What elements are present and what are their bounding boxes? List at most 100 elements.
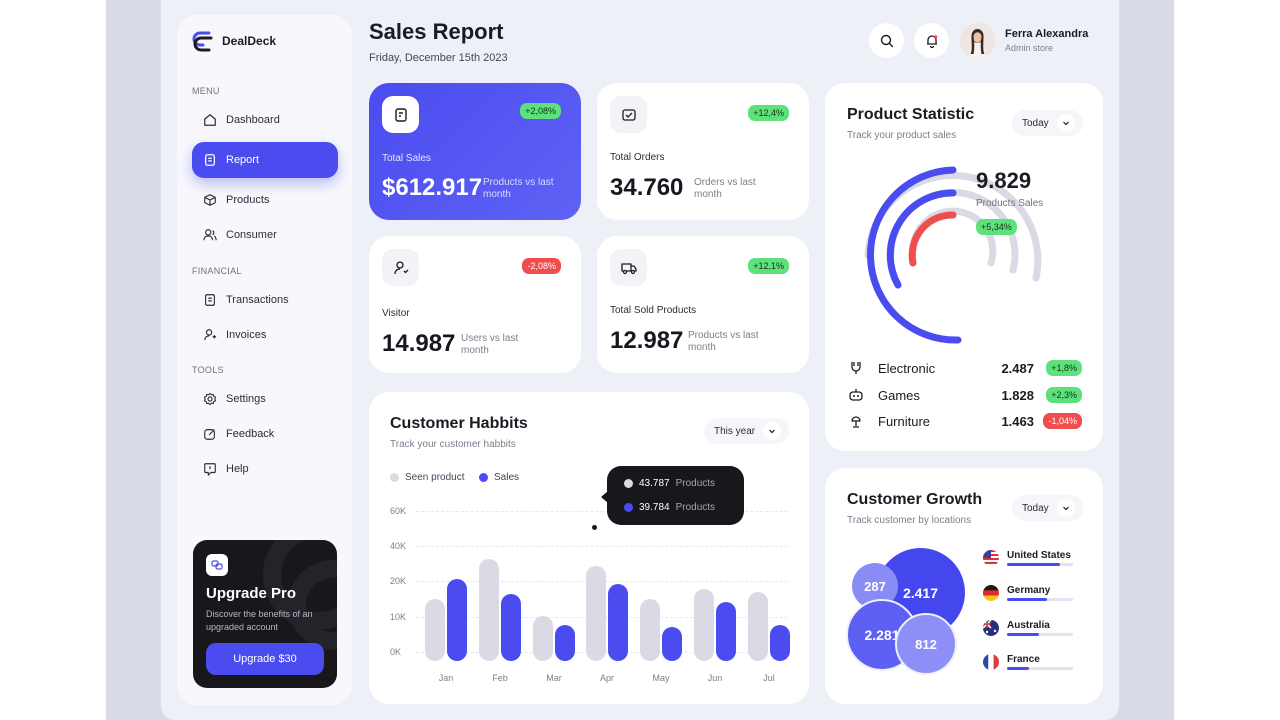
sidebar-item-label: Dashboard (226, 114, 280, 126)
financial-section-label: FINANCIAL (192, 266, 242, 276)
product-badge: -1,04% (1043, 413, 1082, 429)
edit-icon (204, 429, 215, 440)
x-tick-label: Mar (546, 673, 562, 683)
product-value: 1.463 (1001, 413, 1034, 429)
logo[interactable]: DealDeck (192, 30, 276, 52)
product-row-games[interactable]: Games 1.828 +2,3% (848, 385, 1084, 405)
germany-flag-icon (983, 585, 999, 601)
product-row-electronic[interactable]: Electronic 2.487 +1,8% (848, 358, 1084, 378)
legend-dot (390, 473, 399, 482)
stat-label: Total Sales (382, 153, 431, 164)
country-name: United States (1007, 550, 1071, 561)
y-tick-label: 20K (390, 576, 407, 586)
bar-jun-sales[interactable] (716, 602, 736, 661)
product-stat-title: Product Statistic (847, 106, 975, 123)
stat-value: 34.760 (610, 174, 684, 201)
dealdeck-logo-icon (192, 31, 213, 52)
user-name: Ferra Alexandra (1005, 28, 1089, 40)
product-name: Electronic (878, 360, 936, 376)
dropdown-value: Today (1022, 117, 1049, 129)
bar-jan-seen-product[interactable] (425, 598, 445, 661)
sidebar-item-consumer[interactable]: Consumer (192, 217, 338, 253)
sidebar-item-help[interactable]: Help (192, 451, 338, 487)
bar-jun-seen-product[interactable] (694, 588, 714, 661)
sidebar: DealDeck MENU Dashboard Report Products … (177, 15, 352, 705)
x-tick-label: Jan (438, 673, 454, 683)
tools-section-label: TOOLS (192, 365, 224, 375)
users-icon (203, 229, 217, 241)
dropdown-value: Today (1022, 502, 1049, 514)
sidebar-item-feedback[interactable]: Feedback (192, 416, 338, 452)
chevron-down-icon (1056, 114, 1075, 132)
stat-card-total-sales[interactable]: +2,08% Total Sales $612.917 Products vs … (369, 83, 581, 220)
bar-mar-sales[interactable] (555, 624, 575, 661)
stat-badge: -2,08% (522, 258, 561, 274)
product-total-label: Products Sales (976, 198, 1044, 209)
bar-apr-seen-product[interactable] (586, 566, 606, 661)
country-fill (1007, 563, 1060, 566)
dropdown-value: This year (714, 425, 756, 437)
product-name: Furniture (878, 413, 931, 429)
sidebar-item-report[interactable]: Report (192, 142, 338, 178)
product-row-furniture[interactable]: Furniture 1.463 -1,04% (848, 411, 1084, 431)
help-icon (204, 463, 216, 476)
bar-may-seen-product[interactable] (640, 598, 660, 661)
chart-tooltip: 43.787 Products 39.784 Products (601, 466, 744, 525)
orders-icon (610, 96, 647, 133)
growth-subtitle: Track customer by locations (847, 515, 972, 526)
sidebar-item-invoices[interactable]: Invoices (192, 317, 338, 353)
habbits-title: Customer Habbits (390, 415, 528, 432)
bar-apr-sales[interactable] (608, 583, 628, 661)
legend-label: Sales (494, 472, 520, 483)
gamepad-icon (849, 389, 863, 401)
habbits-period-dropdown[interactable]: This year (704, 418, 790, 444)
us-flag-icon (983, 550, 999, 566)
bar-mar-seen-product[interactable] (533, 616, 553, 661)
avatar[interactable] (960, 23, 995, 58)
legend-seen-product: Seen product (390, 472, 465, 483)
sidebar-item-label: Help (226, 463, 249, 475)
bar-may-sales[interactable] (662, 627, 682, 661)
x-tick-label: Jun (707, 673, 723, 683)
product-period-dropdown[interactable]: Today (1012, 110, 1083, 136)
growth-period-dropdown[interactable]: Today (1012, 495, 1083, 521)
bar-feb-sales[interactable] (501, 593, 521, 661)
user-role: Admin store (1005, 43, 1054, 53)
country-track (1007, 667, 1073, 670)
sidebar-item-products[interactable]: Products (192, 182, 338, 218)
bar-jul-sales[interactable] (770, 624, 790, 661)
sidebar-item-transactions[interactable]: Transactions (192, 282, 338, 318)
home-icon (204, 114, 216, 126)
bar-feb-seen-product[interactable] (479, 558, 499, 661)
sidebar-item-dashboard[interactable]: Dashboard (192, 102, 338, 138)
search-button[interactable] (869, 23, 904, 58)
france-flag-icon (983, 654, 999, 670)
stat-card-total-orders[interactable]: +12,4% Total Orders 34.760 Orders vs las… (597, 83, 809, 220)
upgrade-title: Upgrade Pro (206, 585, 297, 602)
product-badge: +1,8% (1046, 360, 1082, 376)
sidebar-item-label: Consumer (226, 229, 277, 241)
y-tick-label: 60K (390, 506, 407, 516)
page-title: Sales Report (369, 19, 504, 44)
upgrade-card: Upgrade Pro Discover the benefits of an … (193, 540, 337, 688)
sidebar-item-label: Products (226, 194, 270, 206)
tooltip-unit: Products (675, 502, 716, 513)
stat-card-visitor[interactable]: -2,08% Visitor 14.987 Users vs last mont… (369, 236, 581, 373)
tooltip-row-seen: 43.787 Products (624, 478, 715, 489)
country-name: France (1007, 654, 1040, 665)
upgrade-button[interactable]: Upgrade $30 (206, 643, 324, 675)
notifications-button[interactable] (914, 23, 949, 58)
x-tick-label: Feb (492, 673, 508, 683)
sidebar-item-label: Report (226, 154, 260, 166)
bar-jan-sales[interactable] (447, 578, 467, 661)
country-fill (1007, 598, 1047, 601)
stat-card-total-sold-products[interactable]: +12,1% Total Sold Products 12.987 Produc… (597, 236, 809, 373)
upgrade-icon (206, 554, 228, 576)
bar-jul-seen-product[interactable] (748, 592, 768, 661)
sidebar-item-settings[interactable]: Settings (192, 381, 338, 417)
bell-icon (926, 34, 937, 48)
country-track (1007, 633, 1073, 636)
tooltip-dot (624, 479, 633, 488)
stat-value: 12.987 (610, 327, 684, 354)
stat-sub: Orders vs last month (694, 177, 756, 200)
